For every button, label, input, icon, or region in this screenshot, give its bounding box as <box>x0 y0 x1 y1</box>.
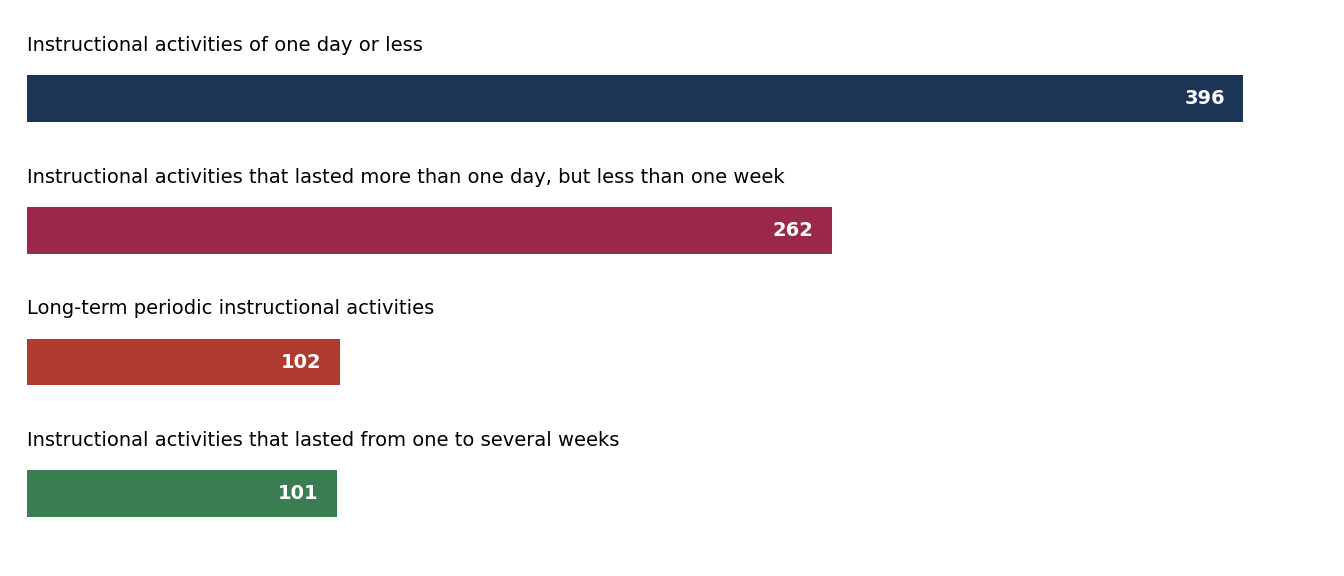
Bar <box>27 339 340 385</box>
Text: 101: 101 <box>278 484 319 503</box>
Text: 102: 102 <box>281 353 321 372</box>
Text: Instructional activities that lasted from one to several weeks: Instructional activities that lasted fro… <box>27 431 620 450</box>
Text: 262: 262 <box>773 221 813 240</box>
Bar <box>27 471 337 517</box>
Text: Instructional activities of one day or less: Instructional activities of one day or l… <box>27 36 423 55</box>
Bar <box>27 75 1243 122</box>
Text: 396: 396 <box>1184 89 1224 108</box>
Text: Long-term periodic instructional activities: Long-term periodic instructional activit… <box>27 299 434 318</box>
Bar <box>27 207 832 253</box>
Text: Instructional activities that lasted more than one day, but less than one week: Instructional activities that lasted mor… <box>27 168 785 187</box>
